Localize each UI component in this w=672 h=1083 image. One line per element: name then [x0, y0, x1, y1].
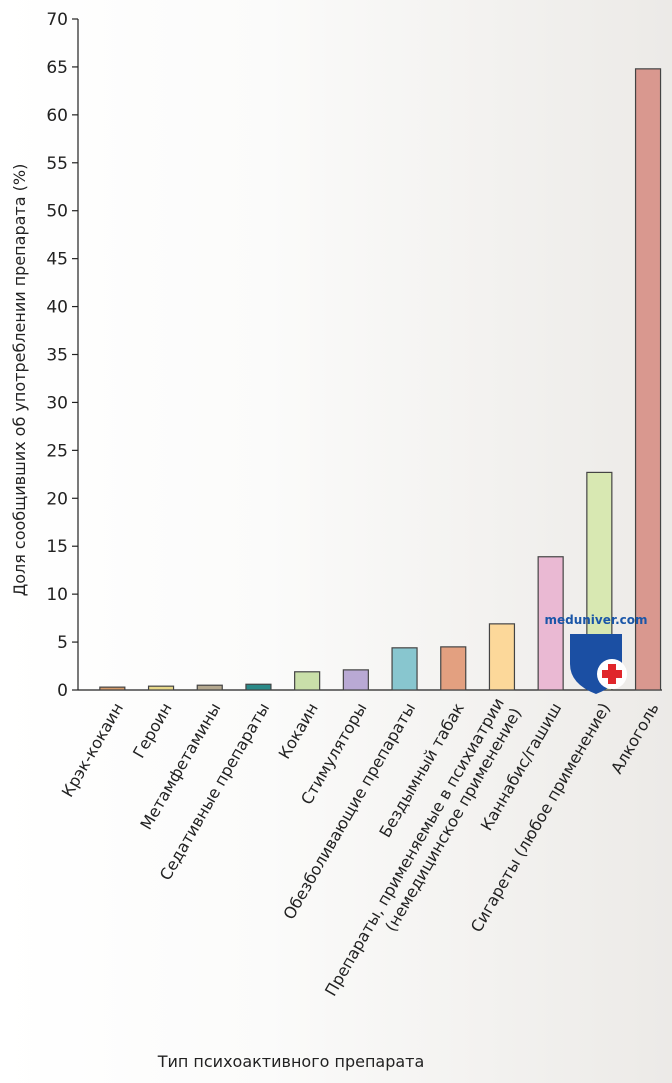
y-tick-label: 40 [46, 298, 68, 318]
bar [634, 68, 662, 691]
category-label: Препараты, применяемые в психиатрии(неме… [321, 695, 525, 1010]
y-tick-label: 10 [46, 585, 68, 605]
bar [294, 671, 321, 691]
y-tick-label: 5 [57, 633, 68, 653]
bar [488, 623, 516, 691]
bar [196, 684, 223, 691]
y-tick-label: 0 [57, 681, 68, 701]
bar [537, 556, 564, 691]
category-label-line: Героин [129, 700, 176, 762]
axes [77, 19, 662, 691]
y-tick-label: 50 [46, 202, 68, 222]
bar [440, 646, 467, 691]
category-labels: Крэк-кокаин ГероинМетамфетаминыСедативные… [58, 695, 663, 1010]
bar [245, 683, 272, 691]
bar [342, 669, 369, 691]
y-tick-label: 60 [46, 106, 68, 126]
bar [99, 686, 126, 691]
y-ticks: 0 5 10 15 20 25 30 35 40 45 50 55 60 65 70 [46, 10, 78, 701]
bars [99, 68, 662, 691]
y-tick-label: 70 [46, 10, 68, 30]
category-label-line: Крэк-кокаин [58, 700, 127, 801]
category-label-line: Кокаин [275, 700, 322, 763]
category-label: Крэк-кокаин [58, 700, 127, 801]
category-label: Алкоголь [607, 700, 663, 777]
y-tick-label: 20 [46, 489, 68, 509]
y-tick-label: 30 [46, 393, 68, 413]
y-tick-label: 55 [46, 154, 68, 174]
watermark: meduniver.com [544, 613, 648, 694]
y-tick-label: 45 [46, 250, 68, 270]
bar [147, 685, 175, 691]
category-label: Героин [129, 700, 176, 762]
y-tick-label: 35 [46, 346, 68, 366]
y-tick-label: 65 [46, 58, 68, 78]
y-tick-label: 15 [46, 537, 68, 557]
x-axis-title: Тип психоактивного препарата [157, 1052, 425, 1071]
watermark-text: meduniver.com [544, 613, 647, 627]
y-tick-label: 25 [46, 441, 68, 461]
medical-shield-icon [570, 634, 627, 694]
category-label: Кокаин [275, 700, 322, 763]
category-label-line: Алкоголь [607, 700, 663, 777]
y-axis-title: Доля сообщивших об употреблении препарат… [10, 164, 29, 597]
bar [391, 647, 418, 691]
